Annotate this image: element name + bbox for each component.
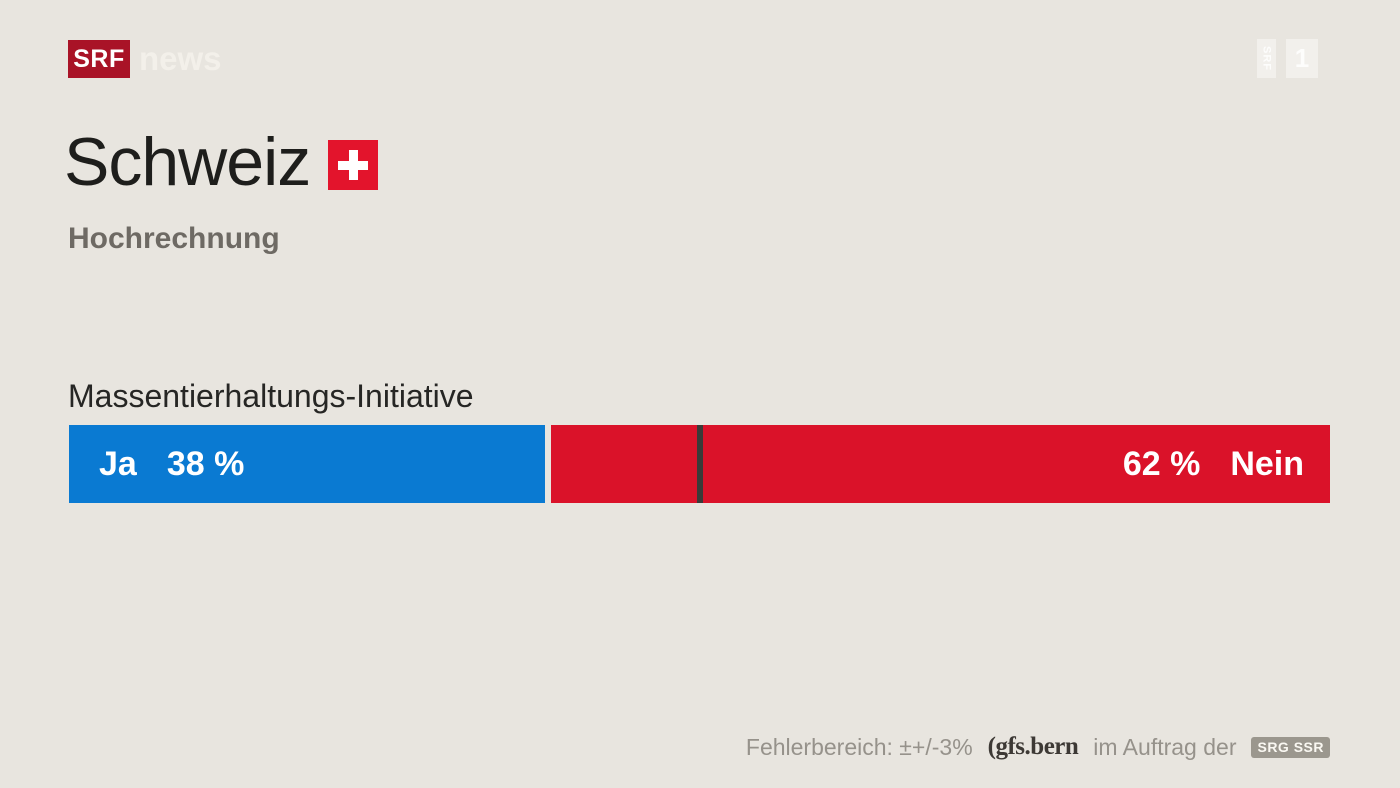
ja-value-label: 38 %	[166, 444, 245, 483]
nein-value-label: 62 %	[1122, 444, 1201, 483]
gfs-bern-logo: (gfs.bern	[987, 733, 1079, 760]
ja-label: Ja 38 %	[99, 445, 244, 484]
chart-title: Massentierhaltungs-Initiative	[68, 378, 474, 414]
srf-news-logo: SRF news	[68, 40, 222, 78]
nein-label: 62 % Nein	[1123, 445, 1304, 484]
bar-segment-nein: 62 % Nein	[551, 425, 1330, 503]
footer: Fehlerbereich: ±+/-3% (gfs.bern im Auftr…	[746, 733, 1330, 761]
flag-cross-vertical	[348, 150, 358, 180]
page-subtitle: Hochrechnung	[68, 222, 280, 255]
srf-logo-text: SRF	[73, 44, 125, 73]
watermark-channel-icon: 1	[1286, 39, 1318, 78]
bar-segment-ja: Ja 38 %	[69, 425, 546, 503]
attribution-text: im Auftrag der	[1093, 733, 1237, 760]
title-row: Schweiz	[64, 124, 379, 200]
page-title: Schweiz	[64, 124, 311, 200]
srg-ssr-logo: SRG SSR	[1251, 736, 1330, 758]
news-wordmark: news	[139, 40, 222, 77]
majority-marker-line	[696, 425, 703, 503]
nein-category-label: Nein	[1230, 444, 1304, 483]
watermark-srf-icon: SRF	[1257, 39, 1276, 78]
result-bar: Ja 38 % 62 % Nein	[69, 425, 1330, 503]
swiss-flag-icon	[328, 140, 379, 190]
ja-category-label: Ja	[99, 444, 137, 483]
channel-watermark: SRF 1	[1257, 39, 1318, 78]
srf-logo-icon: SRF	[68, 40, 130, 78]
error-margin-note: Fehlerbereich: ±+/-3%	[745, 733, 973, 760]
